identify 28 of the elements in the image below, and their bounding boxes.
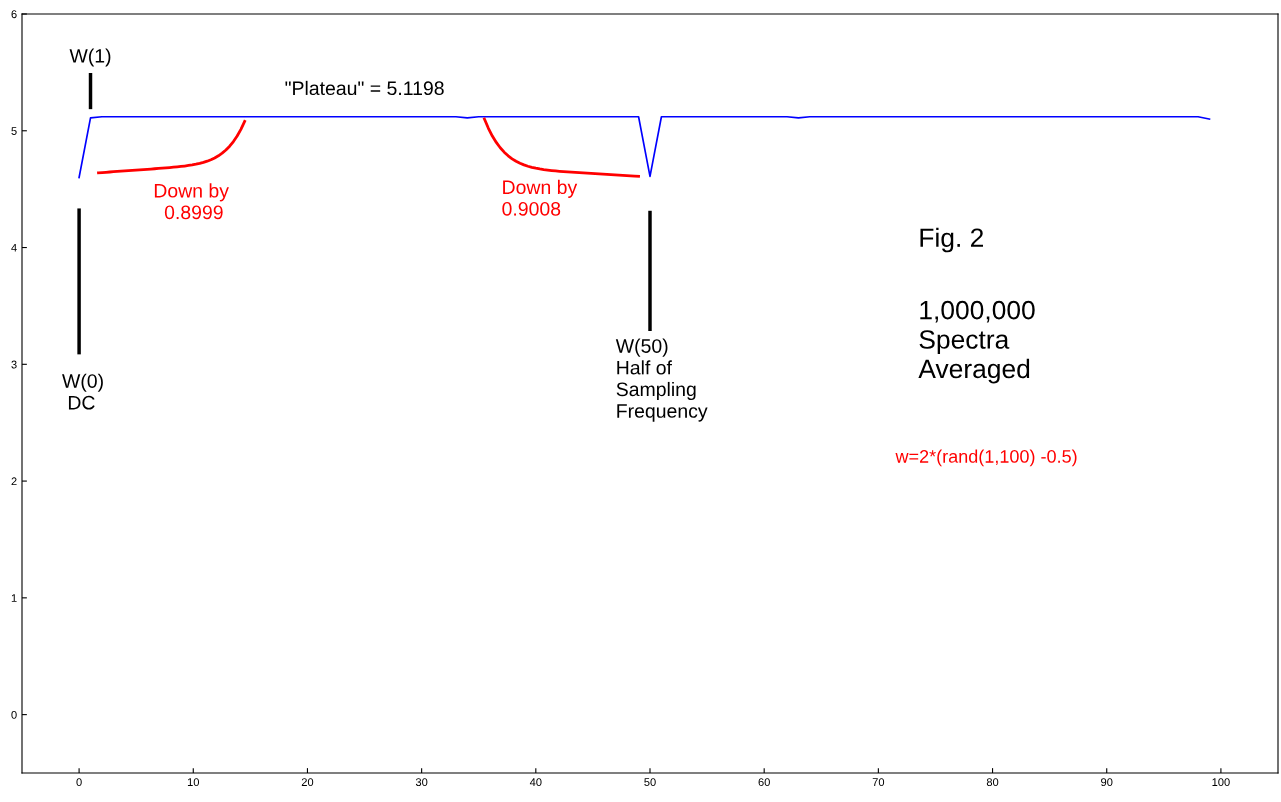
x-tick-label: 20 — [301, 778, 314, 787]
annotation: Fig. 2 — [920, 227, 983, 253]
x-tick-label: 90 — [1101, 778, 1113, 787]
x-tick-label: 60 — [758, 778, 770, 787]
x-tick-label: 70 — [872, 778, 885, 787]
x-tick-label: 30 — [415, 778, 428, 787]
x-tick-label: 100 — [1212, 778, 1230, 787]
y-tick-label: 2 — [11, 477, 17, 486]
y-tick-label: 6 — [11, 10, 17, 19]
annotation: "Plateau" = 5.1198 — [285, 80, 444, 96]
y-tick-label: 4 — [11, 243, 17, 252]
line-series — [78, 115, 1211, 179]
annotation: W(0) DC — [62, 373, 103, 410]
y-tick-label: 1 — [11, 594, 17, 602]
x-tick-label: 80 — [986, 778, 999, 787]
y-tick-label: 0 — [11, 710, 17, 719]
annotation: w=2*(rand(1,100) -0.5) — [895, 449, 1077, 467]
annotation: Down by 0.9008 — [502, 179, 578, 216]
x-tick-label: 0 — [76, 778, 82, 787]
y-tick-label: 5 — [11, 127, 17, 135]
y-tick-label: 3 — [11, 360, 17, 369]
annotation: 1,000,000 Spectra Averaged — [918, 300, 1035, 384]
annotation: W(50) Half of Sampling Frequency — [615, 338, 708, 422]
annotation: Down by 0.8999 — [154, 183, 229, 220]
x-tick-label: 50 — [644, 778, 656, 787]
x-tick-label: 40 — [529, 778, 542, 787]
x-tick-label: 10 — [187, 778, 200, 787]
annotation: W(1) — [69, 48, 111, 67]
